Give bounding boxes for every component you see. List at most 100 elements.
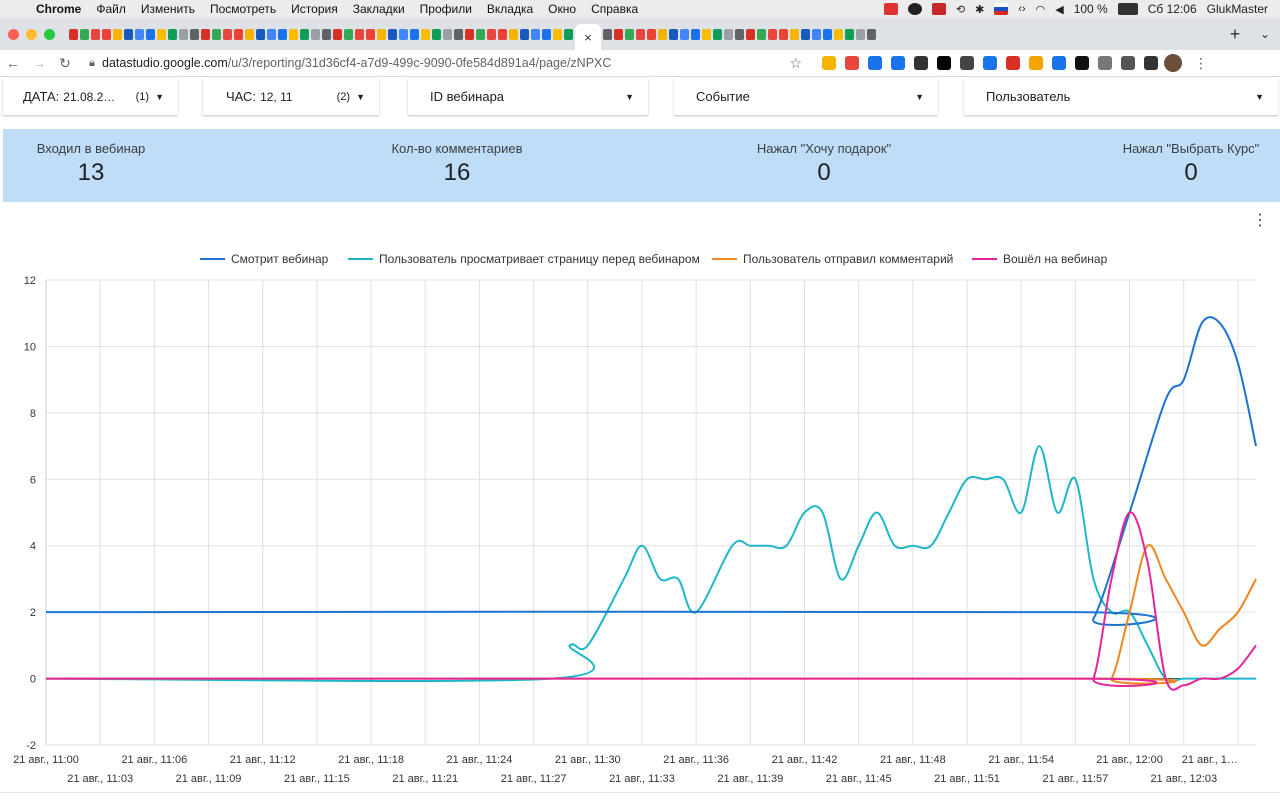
- menu-bookmarks[interactable]: Закладки: [352, 2, 405, 16]
- extension-icon[interactable]: [1075, 56, 1089, 70]
- tab-search-icon[interactable]: ⌄: [1259, 27, 1271, 41]
- tab-favicon-icon[interactable]: [80, 28, 89, 40]
- tab-favicon-icon[interactable]: [388, 28, 397, 40]
- chrome-menu-icon[interactable]: ⋮: [1194, 54, 1208, 71]
- tab-favicon-icon[interactable]: [201, 28, 210, 40]
- tab-favicon-icon[interactable]: [223, 28, 232, 40]
- script-editor-icon[interactable]: ‹›: [1018, 3, 1026, 15]
- tab-favicon-icon[interactable]: [432, 28, 441, 40]
- tab-favicon-icon[interactable]: [625, 28, 634, 40]
- extension-icon[interactable]: [1029, 56, 1043, 70]
- bookmark-star-icon[interactable]: ☆: [789, 54, 802, 71]
- menu-view[interactable]: Посмотреть: [210, 2, 277, 16]
- menu-chrome[interactable]: Chrome: [36, 2, 82, 16]
- tab-favicon-icon[interactable]: [498, 28, 507, 40]
- tab-favicon-icon[interactable]: [267, 28, 276, 40]
- tab-favicon-icon[interactable]: [212, 28, 221, 40]
- tab-favicon-icon[interactable]: [520, 28, 529, 40]
- close-window-button[interactable]: [8, 28, 19, 40]
- legend-label[interactable]: Вошёл на вебинар: [1003, 252, 1108, 266]
- tab-favicon-icon[interactable]: [69, 28, 78, 40]
- tab-favicon-icon[interactable]: [300, 28, 309, 40]
- tab-favicon-icon[interactable]: [245, 28, 254, 40]
- tab-favicon-icon[interactable]: [454, 28, 463, 40]
- tab-favicon-icon[interactable]: [234, 28, 243, 40]
- profile-avatar[interactable]: [1164, 54, 1182, 72]
- tab-favicon-icon[interactable]: [311, 28, 320, 40]
- tab-favicon-icon[interactable]: [322, 28, 331, 40]
- tab-favicon-icon[interactable]: [333, 28, 342, 40]
- tab-favicon-icon[interactable]: [713, 28, 722, 40]
- tab-favicon-icon[interactable]: [355, 28, 364, 40]
- tab-favicon-icon[interactable]: [113, 28, 122, 40]
- tab-favicon-icon[interactable]: [157, 28, 166, 40]
- time-machine-icon[interactable]: ⟲: [955, 3, 966, 16]
- tab-favicon-icon[interactable]: [845, 28, 854, 40]
- zoom-window-button[interactable]: [44, 28, 55, 40]
- tab-favicon-icon[interactable]: [669, 28, 678, 40]
- legend-label[interactable]: Пользователь отправил комментарий: [743, 252, 953, 266]
- extension-icon[interactable]: [1098, 56, 1112, 70]
- tab-favicon-icon[interactable]: [834, 28, 843, 40]
- tab-favicon-icon[interactable]: [91, 28, 100, 40]
- tab-favicon-icon[interactable]: [779, 28, 788, 40]
- extension-icon[interactable]: [822, 56, 836, 70]
- tab-favicon-icon[interactable]: [691, 28, 700, 40]
- tab-favicon-icon[interactable]: [509, 28, 518, 40]
- tab-favicon-icon[interactable]: [190, 28, 199, 40]
- filter-event[interactable]: Событие ▼: [674, 78, 938, 115]
- notification-icon[interactable]: [883, 3, 898, 15]
- battery-icon[interactable]: [1117, 3, 1138, 15]
- extension-icon[interactable]: [937, 56, 951, 70]
- tab-favicon-icon[interactable]: [724, 28, 733, 40]
- tab-favicon-icon[interactable]: [399, 28, 408, 40]
- tab-favicon-icon[interactable]: [377, 28, 386, 40]
- filter-hour[interactable]: ЧАС: 12, 11 (2) ▼: [203, 78, 379, 115]
- chart-options-icon[interactable]: ⋮: [1252, 212, 1268, 229]
- tab-favicon-icon[interactable]: [768, 28, 777, 40]
- tab-favicon-icon[interactable]: [421, 28, 430, 40]
- tab-favicon-icon[interactable]: [487, 28, 496, 40]
- tab-favicon-icon[interactable]: [179, 28, 188, 40]
- extension-icon[interactable]: [914, 56, 928, 70]
- legend-label[interactable]: Пользователь просматривает страницу пере…: [379, 252, 700, 266]
- back-icon[interactable]: ←: [6, 55, 20, 71]
- extension-icon[interactable]: [1121, 56, 1135, 70]
- creative-cloud-icon[interactable]: [907, 3, 922, 15]
- tab-favicon-icon[interactable]: [542, 28, 551, 40]
- tab-favicon-icon[interactable]: [531, 28, 540, 40]
- tab-favicon-icon[interactable]: [146, 28, 155, 40]
- tab-favicon-icon[interactable]: [344, 28, 353, 40]
- menu-help[interactable]: Справка: [591, 2, 639, 16]
- tab-favicon-icon[interactable]: [410, 28, 419, 40]
- tab-favicon-icon[interactable]: [823, 28, 832, 40]
- filter-webinar-id[interactable]: ID вебинара ▼: [408, 78, 648, 115]
- tab-favicon-icon[interactable]: [443, 28, 452, 40]
- bluetooth-icon[interactable]: ✱: [975, 3, 985, 16]
- extension-icon[interactable]: [1144, 56, 1158, 70]
- filter-date[interactable]: ДАТА: 21.08.2… (1) ▼: [3, 78, 178, 115]
- menu-window[interactable]: Окно: [548, 2, 577, 16]
- lock-icon[interactable]: 🔒︎: [89, 56, 95, 69]
- tab-favicon-icon[interactable]: [702, 28, 711, 40]
- tab-favicon-icon[interactable]: [366, 28, 375, 40]
- menu-profiles[interactable]: Профили: [419, 2, 472, 16]
- tab-favicon-icon[interactable]: [614, 28, 623, 40]
- keyboard-layout-icon[interactable]: [994, 3, 1009, 15]
- active-tab-close-icon[interactable]: ×: [575, 24, 601, 50]
- extension-icon[interactable]: [983, 56, 997, 70]
- app-m-icon[interactable]: [931, 3, 946, 15]
- extension-icon[interactable]: [891, 56, 905, 70]
- extension-icon[interactable]: [1052, 56, 1066, 70]
- extension-icon[interactable]: [960, 56, 974, 70]
- tab-favicon-icon[interactable]: [647, 28, 656, 40]
- tab-favicon-icon[interactable]: [735, 28, 744, 40]
- volume-icon[interactable]: ◀︎: [1055, 3, 1064, 16]
- tab-favicon-icon[interactable]: [289, 28, 298, 40]
- address-bar[interactable]: 🔒︎ datastudio.google.com/u/3/reporting/3…: [82, 51, 812, 75]
- menu-tab[interactable]: Вкладка: [486, 2, 534, 16]
- tab-favicon-icon[interactable]: [102, 28, 111, 40]
- tab-favicon-icon[interactable]: [278, 28, 287, 40]
- menu-edit[interactable]: Изменить: [140, 2, 195, 16]
- tab-favicon-icon[interactable]: [603, 28, 612, 40]
